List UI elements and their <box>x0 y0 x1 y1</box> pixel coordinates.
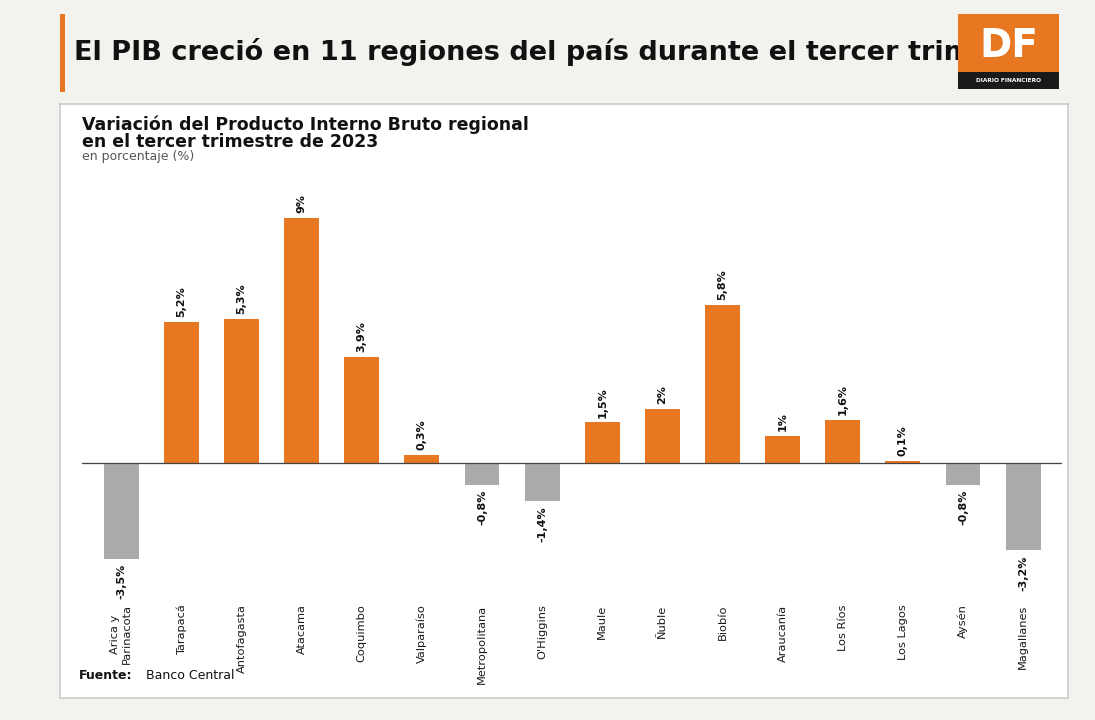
Bar <box>765 436 800 463</box>
Text: 1%: 1% <box>777 413 787 431</box>
Text: 5,8%: 5,8% <box>717 270 727 300</box>
Text: DIARIO FINANCIERO: DIARIO FINANCIERO <box>976 78 1041 83</box>
Text: DF: DF <box>979 27 1038 66</box>
Text: 2%: 2% <box>657 385 667 404</box>
Text: El PIB creció en 11 regiones del país durante el tercer trimestre: El PIB creció en 11 regiones del país du… <box>74 38 1051 66</box>
Text: 1,5%: 1,5% <box>597 387 608 418</box>
Text: -1,4%: -1,4% <box>537 506 548 542</box>
Text: -3,5%: -3,5% <box>116 564 126 599</box>
Text: Banco Central: Banco Central <box>146 669 234 682</box>
Bar <box>1005 463 1040 550</box>
Bar <box>945 463 980 485</box>
Text: Fuente:: Fuente: <box>79 669 132 682</box>
Text: -3,2%: -3,2% <box>1018 555 1028 590</box>
Bar <box>284 218 319 463</box>
Bar <box>585 423 620 463</box>
Text: -0,8%: -0,8% <box>477 490 487 526</box>
Bar <box>645 409 680 463</box>
Text: 0,1%: 0,1% <box>898 425 908 456</box>
Bar <box>224 319 258 463</box>
Bar <box>164 322 199 463</box>
Bar <box>464 463 499 485</box>
Text: -0,8%: -0,8% <box>958 490 968 526</box>
Bar <box>886 461 920 463</box>
Bar <box>705 305 740 463</box>
Text: en el tercer trimestre de 2023: en el tercer trimestre de 2023 <box>82 133 379 151</box>
Bar <box>826 420 861 463</box>
Text: 5,3%: 5,3% <box>237 284 246 314</box>
Bar <box>525 463 560 501</box>
Text: Variación del Producto Interno Bruto regional: Variación del Producto Interno Bruto reg… <box>82 115 529 134</box>
Bar <box>344 357 379 463</box>
Bar <box>104 463 139 559</box>
Bar <box>404 455 439 463</box>
Text: 9%: 9% <box>297 194 307 213</box>
Text: 3,9%: 3,9% <box>357 321 367 352</box>
Text: 5,2%: 5,2% <box>176 286 186 317</box>
Text: 1,6%: 1,6% <box>838 384 848 415</box>
Text: en porcentaje (%): en porcentaje (%) <box>82 150 195 163</box>
Text: 0,3%: 0,3% <box>417 420 427 450</box>
